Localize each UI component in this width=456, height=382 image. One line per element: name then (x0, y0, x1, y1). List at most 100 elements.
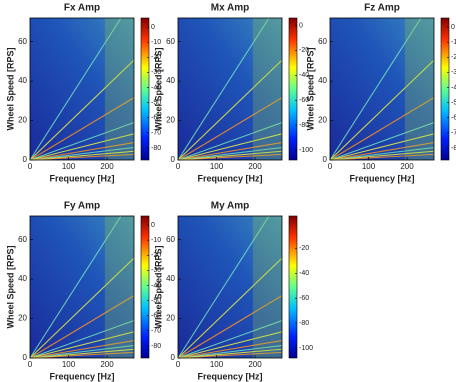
heatmap-background (330, 18, 434, 160)
panel-title: Mx Amp (211, 3, 250, 14)
ridge-pattern (29, 17, 122, 161)
x-tick-label: 100 (62, 162, 76, 171)
y-axis-label: Wheel Speed [RPS] (153, 245, 163, 328)
y-tick-label: 0 (23, 155, 28, 164)
heatmap-haze (104, 18, 134, 160)
x-axis-label: Frequency [Hz] (349, 173, 414, 183)
ridge-pattern (177, 97, 283, 161)
ridge-pattern (29, 257, 135, 359)
y-tick-label: 20 (18, 314, 27, 323)
colorbar-tick-label: -60 (151, 313, 161, 320)
x-tick-label: 0 (28, 360, 33, 369)
ridge-pattern (29, 146, 135, 161)
y-axis-label: Wheel Speed [RPS] (153, 47, 163, 130)
heatmap-background (30, 216, 134, 358)
x-tick-label: 0 (176, 162, 181, 171)
y-axis-label: Wheel Speed [RPS] (5, 245, 15, 328)
y-tick-label: 40 (18, 76, 27, 85)
y-tick-label: 0 (171, 353, 176, 362)
ridge-pattern (29, 141, 135, 161)
ridge-pattern (29, 295, 135, 359)
x-tick-label: 0 (328, 162, 333, 171)
ridge-pattern (329, 59, 435, 161)
ridge-pattern (177, 150, 283, 161)
colorbar-tick-label: -30 (451, 69, 456, 76)
colorbar-tick-label: -70 (151, 130, 161, 137)
colorbar-tick-label: -30 (151, 267, 161, 274)
ridge-pattern (177, 133, 283, 161)
y-tick-label: 60 (18, 37, 27, 46)
ridge-pattern (177, 141, 283, 161)
y-tick-label: 20 (166, 116, 175, 125)
ridge-pattern (177, 320, 283, 359)
x-tick-label: 200 (100, 162, 114, 171)
y-tick-label: 40 (18, 274, 27, 283)
ridge-pattern (177, 348, 283, 359)
y-tick-label: 20 (318, 116, 327, 125)
x-tick-label: 200 (248, 360, 262, 369)
colorbar-tick-label: -40 (299, 72, 309, 79)
colorbar-tick-label: -80 (151, 145, 161, 152)
y-axis-label: Wheel Speed [RPS] (5, 47, 15, 130)
colorbar-tick-label: -20 (299, 245, 309, 252)
ridge-pattern (29, 59, 135, 161)
ridge-pattern (177, 59, 283, 161)
heatmap-background (178, 216, 282, 358)
panel-title: Fz Amp (364, 3, 400, 14)
plot-frame (177, 215, 283, 359)
colorbar-tick-label: -10 (151, 237, 161, 244)
y-tick-label: 20 (166, 314, 175, 323)
y-tick-label: 0 (23, 353, 28, 362)
ridge-pattern (177, 17, 270, 161)
ridge-pattern (177, 331, 283, 359)
ridge-pattern (177, 257, 283, 359)
plot-frame (29, 17, 135, 161)
y-tick-label: 0 (171, 155, 176, 164)
colorbar (288, 215, 298, 359)
panel-title: My Amp (211, 201, 250, 212)
colorbar-tick-label: -100 (299, 345, 313, 352)
colorbar (140, 215, 150, 359)
y-tick-label: 40 (166, 76, 175, 85)
colorbar-tick-label: -50 (151, 297, 161, 304)
x-tick-label: 100 (210, 360, 224, 369)
ridge-pattern (329, 17, 422, 161)
colorbar-tick-label: -20 (151, 252, 161, 259)
colorbar-tick-label: -20 (299, 47, 309, 54)
y-tick-label: 60 (18, 235, 27, 244)
x-tick-label: 0 (176, 360, 181, 369)
colorbar-tick-label: -40 (451, 84, 456, 91)
ridge-pattern (329, 97, 435, 161)
panel-title: Fy Amp (64, 201, 100, 212)
ridge-pattern (29, 133, 135, 161)
colorbar-tick-label: -40 (151, 84, 161, 91)
colorbar-tick-label: -70 (151, 328, 161, 335)
colorbar-tick-label: -20 (151, 54, 161, 61)
x-tick-label: 100 (210, 162, 224, 171)
y-tick-label: 0 (323, 155, 328, 164)
colorbar-tick-label: -40 (299, 270, 309, 277)
ridge-pattern (329, 122, 435, 161)
heatmap-haze (252, 18, 282, 160)
colorbar-tick-label: -60 (451, 115, 456, 122)
colorbar-tick-label: -80 (299, 320, 309, 327)
ridge-pattern (29, 215, 122, 359)
ridge-pattern (29, 331, 135, 359)
colorbar-tick-label: -10 (151, 39, 161, 46)
x-tick-label: 200 (248, 162, 262, 171)
colorbar-tick-label: 0 (451, 24, 455, 31)
y-axis-label: Wheel Speed [RPS] (305, 47, 315, 130)
plot-frame (29, 215, 135, 359)
x-tick-label: 100 (362, 162, 376, 171)
ridge-pattern (329, 150, 435, 161)
x-tick-label: 200 (400, 162, 414, 171)
y-tick-label: 40 (166, 274, 175, 283)
ridge-pattern (29, 97, 135, 161)
y-tick-label: 60 (166, 235, 175, 244)
heatmap-background (30, 18, 134, 160)
colorbar-tick-label: -50 (451, 99, 456, 106)
ridge-pattern (329, 133, 435, 161)
x-axis-label: Frequency [Hz] (197, 371, 262, 381)
colorbar-tick-label: -60 (299, 295, 309, 302)
